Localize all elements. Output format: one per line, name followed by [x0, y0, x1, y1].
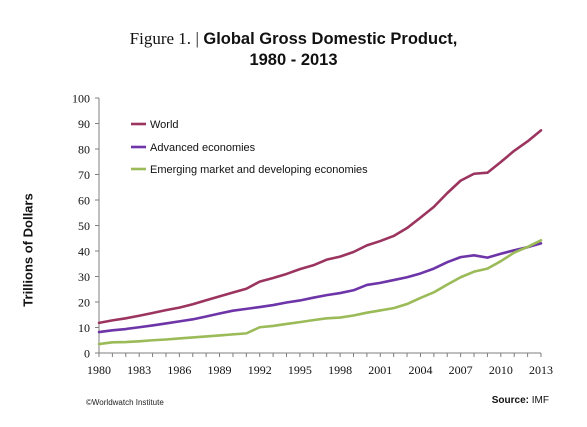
y-tick-label: 100	[72, 92, 90, 106]
y-tick-label: 40	[78, 245, 90, 259]
x-tick-label: 1980	[87, 363, 111, 377]
chart-title-line-1: Figure 1. | Global Gross Domestic Produc…	[0, 28, 587, 50]
chart-title-line-2: 1980 - 2013	[0, 50, 587, 71]
x-tick-label: 1998	[328, 363, 352, 377]
legend: World Advanced economies Emerging market a…	[131, 119, 368, 176]
source-value: IMF	[531, 395, 549, 406]
series-line-world	[97, 129, 543, 325]
source-text: Source: IMF	[492, 395, 549, 406]
chart-title-main: Global Gross Domestic Product,	[203, 30, 458, 48]
x-tick-label: 1989	[208, 363, 232, 377]
y-tick-label: 30	[78, 270, 90, 284]
legend-label: World	[150, 119, 179, 131]
y-tick-label: 0	[84, 347, 90, 361]
figure-number: Figure 1.	[129, 29, 192, 48]
legend-label: Advanced economies	[150, 142, 256, 154]
y-tick-label: 90	[78, 117, 90, 131]
x-tick-label: 2001	[368, 363, 392, 377]
legend-label: Emerging market and developing economies	[150, 164, 368, 176]
x-tick-label: 1986	[167, 363, 191, 377]
series-layer	[97, 129, 543, 346]
title-separator: |	[195, 29, 199, 48]
y-tick-label: 60	[78, 194, 90, 208]
x-tick-label: 1983	[127, 363, 151, 377]
series-line-advanced-economies	[97, 242, 543, 334]
x-tick-label: 2004	[408, 363, 432, 377]
chart-title-years: 1980 - 2013	[249, 51, 338, 69]
series-line-emerging-market-and-developing-economies	[97, 238, 543, 346]
y-tick-label: 50	[78, 219, 90, 233]
credit-text: ©Worldwatch Institute	[86, 398, 164, 407]
chart-title: Figure 1. | Global Gross Domestic Produc…	[0, 28, 587, 71]
x-tick-label: 2007	[449, 363, 473, 377]
y-tick-label: 10	[78, 321, 90, 335]
source-label: Source:	[491, 395, 529, 406]
x-tick-label: 1995	[288, 363, 312, 377]
x-tick-label: 1992	[248, 363, 272, 377]
x-tick-label: 2010	[489, 363, 513, 377]
x-tick-label: 2013	[529, 363, 553, 377]
y-tick-label: 70	[78, 168, 90, 182]
axes: 0 10 20 30 40 50 60 70 80 90 100 1980 1983 1986 1989 19…	[72, 92, 553, 378]
y-tick-label: 20	[78, 296, 90, 310]
y-tick-label: 80	[78, 143, 90, 157]
